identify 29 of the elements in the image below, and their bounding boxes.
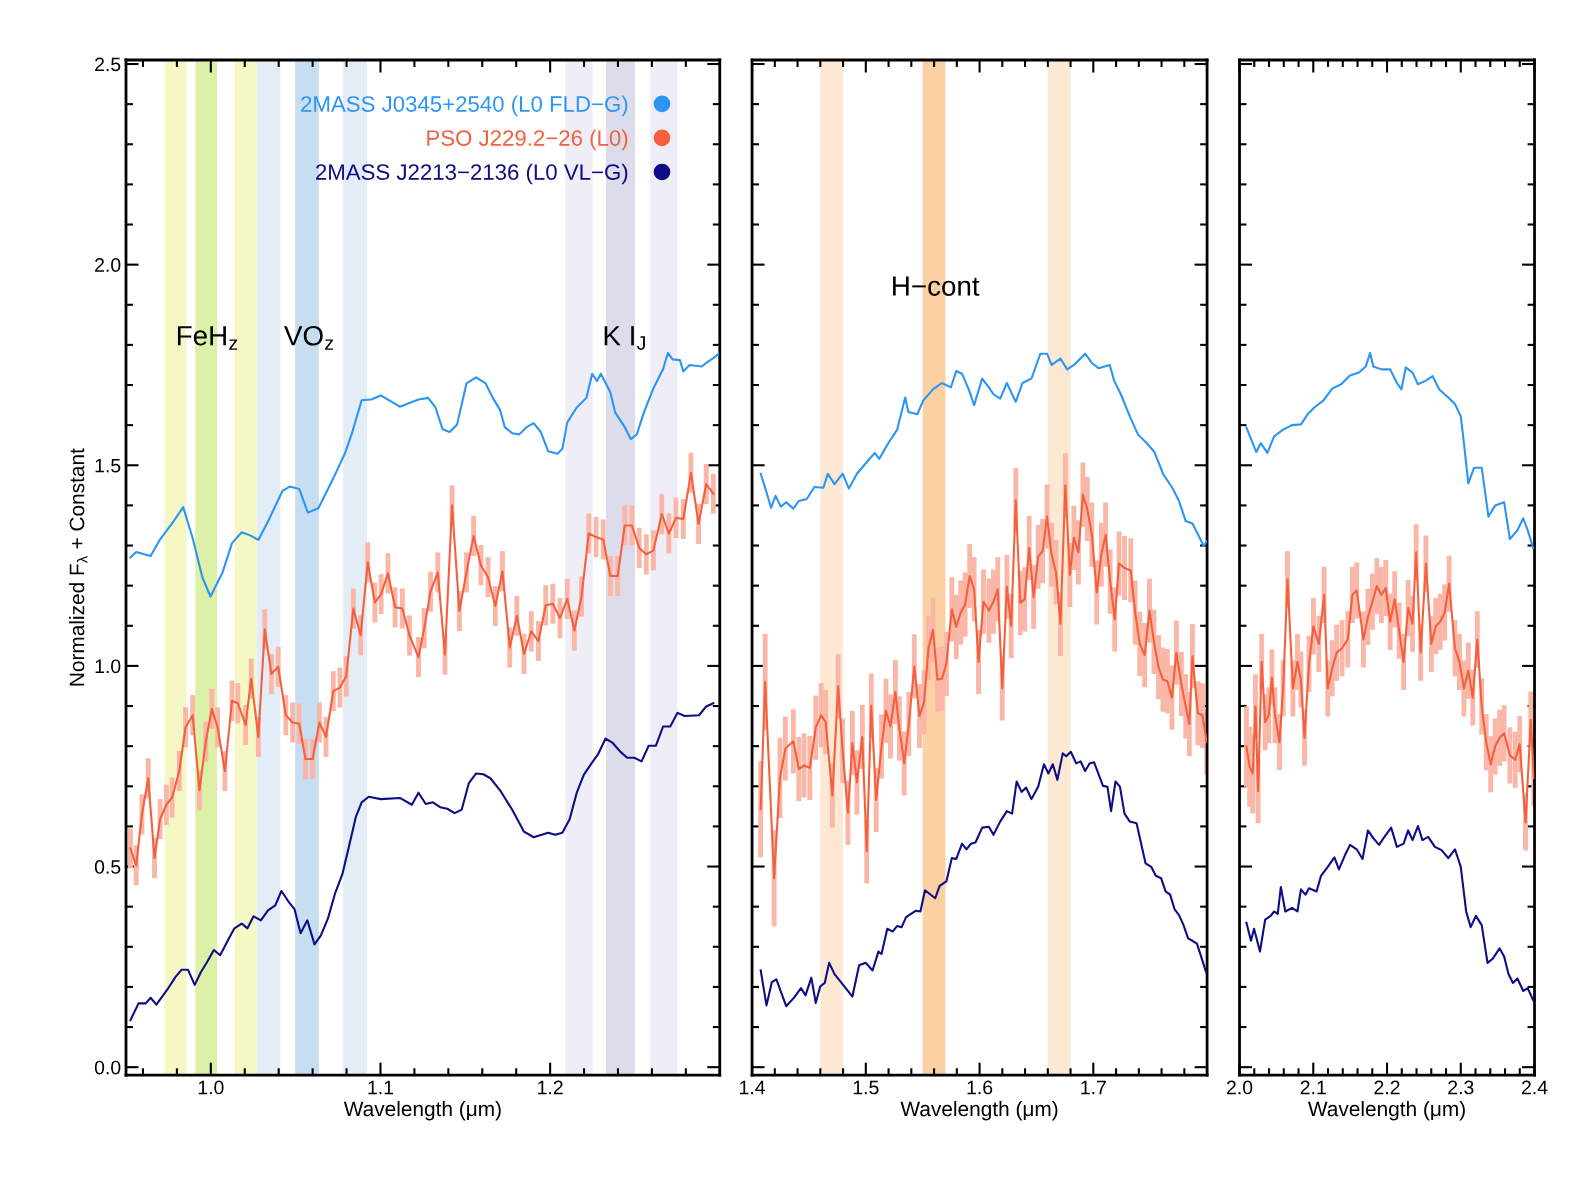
x-axis-title: Wavelength (μm) [343, 1100, 501, 1121]
x-tick-label: 1.0 [198, 1080, 224, 1095]
x-tick-label: 2.2 [1374, 1080, 1400, 1095]
y-axis-title: Normalized F$_{λ}$ + Constant [69, 448, 88, 686]
x-tick-label: 1.2 [538, 1080, 563, 1095]
x-tick-label: 2.0 [1226, 1080, 1253, 1095]
x-tick-label: 1.4 [740, 1080, 766, 1095]
y-tick-label: 0.0 [94, 1060, 121, 1075]
x-tick-label: 2.4 [1521, 1080, 1548, 1095]
x-tick-label: 2.3 [1448, 1080, 1474, 1095]
y-tick-label: 1.0 [95, 659, 121, 674]
legend-label: 2MASS J0345+2540 (L0 FLD−G) [301, 95, 628, 117]
x-axis-title: Wavelength (μm) [1307, 1100, 1465, 1121]
x-tick-label: 2.1 [1300, 1080, 1326, 1095]
y-tick-label: 2.0 [95, 258, 121, 272]
x-tick-label: 1.7 [1081, 1080, 1106, 1095]
x-tick-label: 1.6 [967, 1080, 993, 1095]
annotation: VO$_{z}$ [284, 325, 334, 350]
legend-label: PSO J229.2−26 (L0) [427, 129, 628, 151]
y-tick-label: 2.5 [95, 57, 121, 72]
annotation: FeH$_{z}$ [177, 326, 238, 350]
y-tick-label: 1.5 [95, 458, 121, 473]
legend-label: 2MASS J2213−2136 (L0 VL−G) [316, 163, 628, 185]
x-axis-title: Wavelength (μm) [900, 1100, 1058, 1121]
x-tick-label: 1.5 [853, 1080, 879, 1095]
annotation: K I$_{J}$ [604, 326, 645, 350]
x-tick-label: 1.1 [368, 1080, 394, 1095]
annotation: H−cont [893, 276, 980, 296]
y-tick-label: 0.5 [94, 860, 121, 874]
